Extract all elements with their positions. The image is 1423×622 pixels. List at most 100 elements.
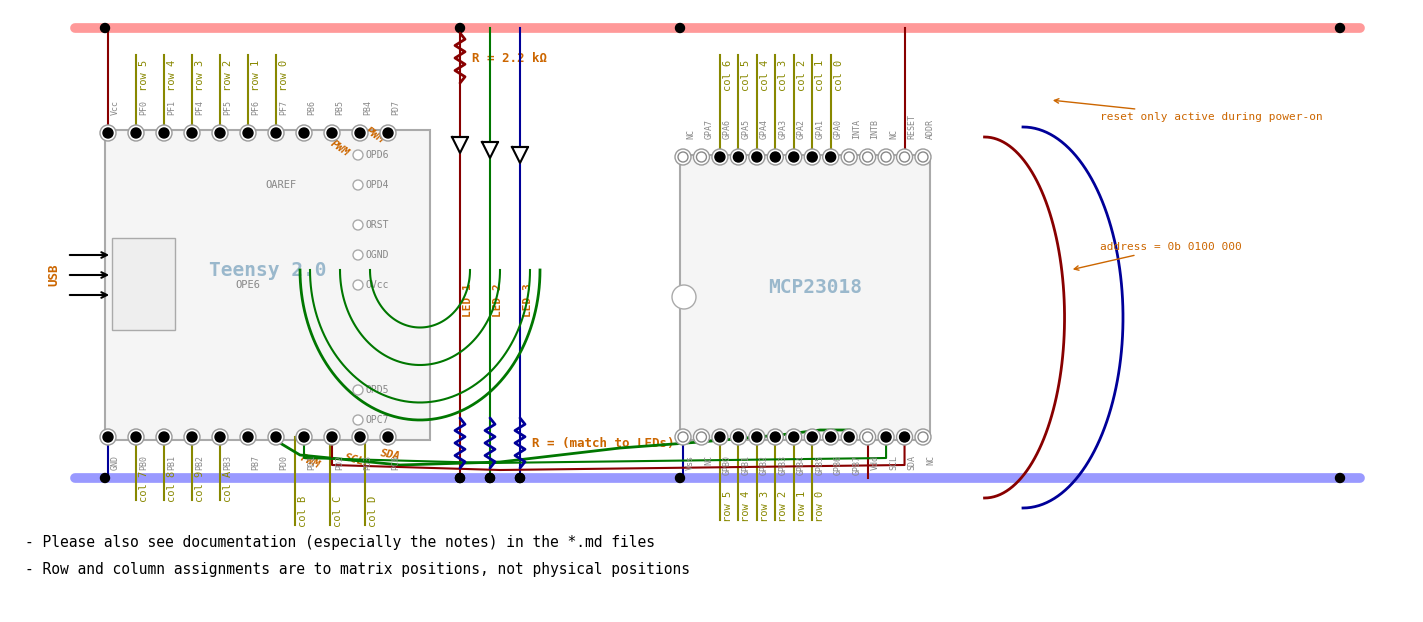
Text: PF4: PF4 [195,100,203,115]
Circle shape [351,429,369,445]
Text: Vss: Vss [686,455,694,470]
Text: col B: col B [297,496,307,527]
Circle shape [354,432,366,442]
Circle shape [696,152,706,162]
Text: col A: col A [223,471,233,502]
Circle shape [804,429,820,445]
Circle shape [676,473,684,483]
Text: PD2: PD2 [334,455,344,470]
Circle shape [677,432,687,442]
Text: GPA0: GPA0 [834,119,842,139]
Text: PB6: PB6 [307,100,316,115]
Text: PD7: PD7 [391,100,400,115]
Text: OPD5: OPD5 [366,385,388,395]
Text: USB: USB [47,264,60,286]
Circle shape [184,429,201,445]
Circle shape [767,149,783,165]
Circle shape [186,432,196,442]
Circle shape [770,152,780,162]
Circle shape [240,429,256,445]
Text: GPA7: GPA7 [704,119,713,139]
Text: GPB5: GPB5 [815,455,824,475]
Text: GPB1: GPB1 [741,455,750,475]
Circle shape [748,429,764,445]
Circle shape [751,432,761,442]
Circle shape [353,180,363,190]
Text: address = 0b 0100 000: address = 0b 0100 000 [1074,242,1242,270]
Circle shape [918,152,928,162]
Circle shape [714,432,724,442]
Text: row 4: row 4 [166,60,176,91]
Circle shape [184,125,201,141]
Text: col 9: col 9 [195,471,205,502]
Text: R = 2.2 kΩ: R = 2.2 kΩ [472,52,546,65]
Circle shape [672,285,696,309]
Circle shape [159,128,169,138]
Text: PB0: PB0 [139,455,148,470]
Text: GND: GND [111,455,120,470]
Text: PF1: PF1 [166,100,176,115]
Circle shape [788,432,798,442]
Circle shape [296,429,312,445]
Circle shape [485,473,495,483]
Text: PWM: PWM [299,453,322,471]
Circle shape [785,429,801,445]
Text: NC: NC [704,455,713,465]
Text: row 5: row 5 [723,491,733,522]
Circle shape [243,432,253,442]
Circle shape [712,429,729,445]
Circle shape [101,24,110,32]
Text: PB3: PB3 [223,455,232,470]
Text: LED 2: LED 2 [492,283,502,317]
Circle shape [100,429,117,445]
Circle shape [841,429,857,445]
Text: col 4: col 4 [760,60,770,91]
Circle shape [327,432,337,442]
Text: GPB2: GPB2 [760,455,768,475]
Text: ADDR: ADDR [926,119,935,139]
Circle shape [1336,24,1345,32]
Circle shape [353,150,363,160]
Text: col 7: col 7 [139,471,149,502]
Circle shape [100,125,117,141]
Text: col 6: col 6 [723,60,733,91]
Circle shape [896,429,912,445]
Circle shape [383,128,393,138]
Text: NC: NC [686,129,694,139]
Circle shape [693,149,710,165]
Circle shape [455,24,464,32]
Text: row 0: row 0 [279,60,289,91]
Text: RESET: RESET [908,114,916,139]
Circle shape [186,128,196,138]
Circle shape [878,149,894,165]
Circle shape [157,125,172,141]
Circle shape [915,149,931,165]
Text: GPA6: GPA6 [723,119,731,139]
Text: NC: NC [889,129,898,139]
Circle shape [240,125,256,141]
Circle shape [215,432,225,442]
Circle shape [733,432,743,442]
Circle shape [270,128,280,138]
Circle shape [515,473,525,483]
Circle shape [1336,473,1345,483]
Circle shape [159,432,169,442]
Text: - Row and column assignments are to matrix positions, not physical positions: - Row and column assignments are to matr… [26,562,690,577]
Circle shape [899,152,909,162]
Circle shape [455,473,464,483]
Circle shape [676,24,684,32]
Circle shape [131,128,141,138]
Text: Teensy 2.0: Teensy 2.0 [209,261,326,279]
Text: PD0: PD0 [279,455,287,470]
Circle shape [899,432,909,442]
Circle shape [844,432,854,442]
Circle shape [157,429,172,445]
Circle shape [804,149,820,165]
Circle shape [353,385,363,395]
Circle shape [841,149,857,165]
Text: GPB0: GPB0 [723,455,731,475]
Circle shape [693,429,710,445]
Circle shape [101,473,110,483]
Circle shape [878,429,894,445]
Circle shape [785,149,801,165]
